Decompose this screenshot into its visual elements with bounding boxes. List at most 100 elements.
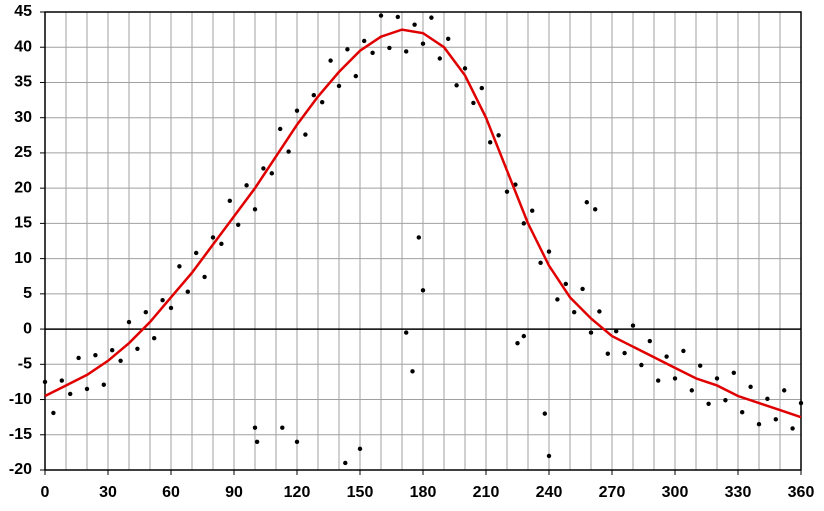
point [672,376,678,381]
point [84,386,90,392]
point [530,208,535,213]
point [59,378,64,383]
point [93,352,98,358]
y-tick-label: 20 [14,179,32,196]
point [378,13,384,18]
y-tick-label: 5 [23,285,32,302]
point [254,439,260,445]
point [68,391,73,397]
point [504,189,510,194]
point [252,425,258,430]
x-tick-label: 240 [536,484,563,501]
point [546,249,552,254]
point [429,15,434,20]
point [479,85,484,91]
y-tick-label: 30 [14,109,32,126]
point [76,355,81,361]
y-tick-label: 45 [14,3,32,20]
point [353,73,358,79]
point [782,388,787,393]
point [748,384,753,390]
point [723,398,728,403]
point [168,305,174,311]
x-tick-label: 60 [162,484,180,501]
point [639,362,644,368]
point [471,100,476,106]
point [542,411,547,416]
point [605,351,610,356]
x-tick-label: 90 [225,484,243,501]
point [194,250,199,256]
point [656,378,661,383]
y-tick-label: -5 [18,356,32,373]
point [219,241,224,247]
point [395,14,400,20]
point [563,281,568,287]
point [446,36,451,41]
point [416,235,421,240]
point [236,222,241,227]
point [42,379,48,385]
point [345,47,350,52]
point [126,319,132,325]
point [210,235,216,240]
y-tick-label: 25 [14,144,32,161]
point [118,358,123,363]
x-tick-label: 330 [725,484,752,501]
point [496,133,501,138]
point [773,417,778,422]
point [261,166,266,171]
fit-line [44,28,802,419]
point [538,260,543,266]
point [357,446,363,452]
y-tick-label: 0 [23,320,32,337]
point [488,140,493,145]
point [731,370,736,375]
x-tick-label: 150 [347,484,374,501]
point [706,401,711,406]
point [765,396,770,402]
point [387,45,392,51]
point [798,400,804,406]
point [294,439,300,445]
x-tick-label: 270 [599,484,626,501]
point [252,207,258,212]
point [278,126,283,132]
point [689,388,694,393]
point [622,350,627,356]
point [286,149,291,154]
point [521,333,526,339]
point [244,183,249,188]
point [362,38,367,44]
point [311,92,316,98]
point [790,426,795,431]
point [343,460,348,466]
point [555,297,560,302]
x-tick-label: 30 [99,484,117,501]
point [404,330,409,335]
point [370,50,375,56]
point [177,264,182,269]
point [593,207,598,212]
point [294,108,300,113]
point [280,425,285,430]
point [664,354,669,359]
point [572,309,577,315]
point [756,422,762,427]
point [630,323,636,328]
point [227,198,232,204]
y-tick-label: 15 [14,215,32,232]
point [110,348,115,353]
point [454,83,459,88]
point [714,376,720,381]
point [160,297,165,303]
x-tick-label: 210 [473,484,500,501]
point [740,410,745,415]
point [135,346,140,352]
point [462,66,468,71]
point [584,200,589,205]
point [681,348,686,354]
point [410,369,415,374]
point [698,363,703,368]
point [412,22,417,27]
